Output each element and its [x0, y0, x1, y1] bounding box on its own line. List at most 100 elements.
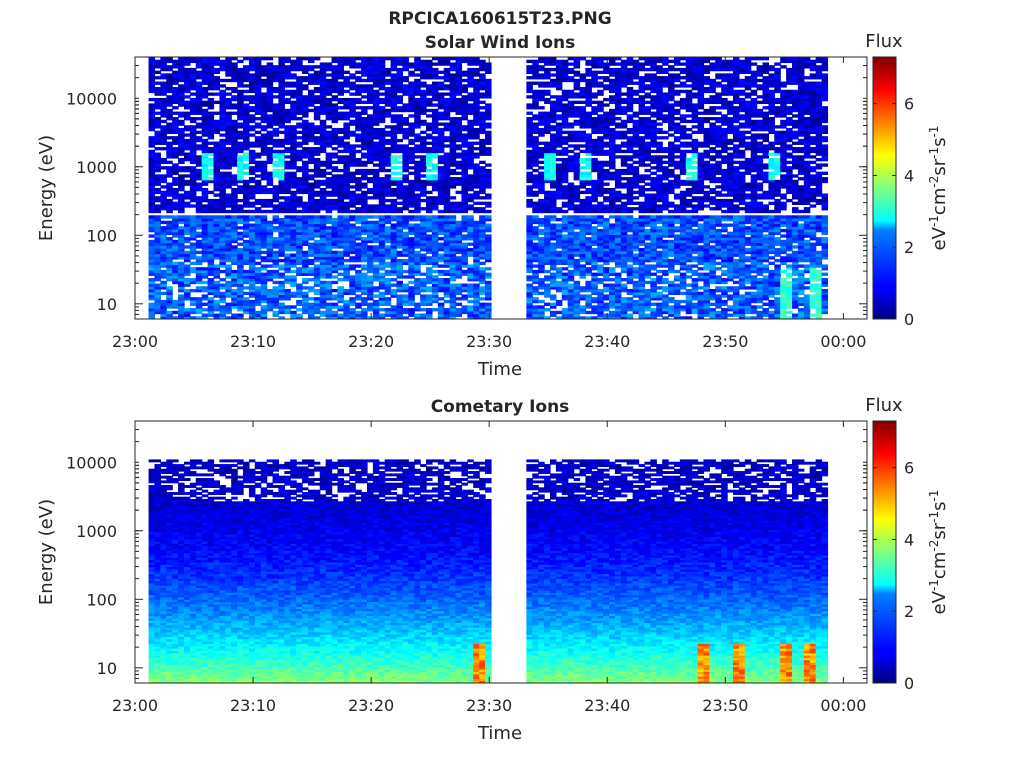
heatmap-cell	[302, 264, 309, 268]
heatmap-cell	[319, 182, 327, 186]
heatmap-cell	[550, 168, 557, 173]
heatmap-cell	[550, 302, 557, 306]
heatmap-cell	[296, 250, 303, 255]
heatmap-cell	[278, 171, 285, 175]
heatmap-cell	[172, 92, 179, 96]
heatmap-cell	[431, 297, 439, 301]
heatmap-cell	[567, 190, 575, 195]
heatmap-cell	[437, 269, 445, 274]
heatmap-cell	[443, 108, 451, 113]
heatmap-cell	[213, 179, 221, 184]
heatmap-cell	[243, 157, 250, 162]
heatmap-cell	[272, 261, 280, 266]
heatmap-cell	[550, 141, 557, 145]
heatmap-cell	[248, 97, 256, 102]
heatmap-cell	[384, 239, 392, 244]
heatmap-cell	[160, 264, 167, 268]
heatmap-cell	[307, 272, 315, 276]
heatmap-cell	[207, 220, 215, 225]
heatmap-cell	[248, 201, 256, 205]
heatmap-cell	[231, 198, 238, 203]
heatmap-cell	[290, 117, 297, 121]
heatmap-cell	[307, 168, 315, 173]
heatmap-cell	[337, 228, 344, 233]
heatmap-cell	[526, 157, 533, 162]
heatmap-cell	[337, 226, 344, 230]
heatmap-cell	[325, 209, 333, 214]
heatmap-cell	[390, 149, 398, 154]
heatmap-cell	[355, 275, 362, 279]
heatmap-cell	[248, 108, 256, 113]
heatmap-cell	[319, 92, 327, 96]
heatmap-cell	[237, 272, 244, 276]
heatmap-cell	[213, 76, 221, 80]
heatmap-cell	[431, 127, 439, 132]
heatmap-cell	[302, 278, 309, 282]
heatmap-cell	[313, 193, 321, 197]
heatmap-cell	[272, 297, 280, 301]
heatmap-cell	[479, 215, 486, 219]
heatmap-cell	[408, 84, 415, 88]
heatmap-cell	[290, 171, 297, 175]
heatmap-cell	[337, 87, 344, 91]
heatmap-cell	[254, 84, 262, 88]
heatmap-cell	[195, 299, 203, 304]
heatmap-cell	[485, 168, 492, 173]
heatmap-cell	[479, 179, 486, 184]
heatmap-cell	[443, 272, 451, 276]
heatmap-cell	[355, 157, 362, 162]
heatmap-cell	[248, 73, 256, 77]
heatmap-cell	[290, 100, 297, 104]
heatmap-cell	[431, 239, 439, 244]
heatmap-cell	[420, 253, 427, 257]
heatmap-cell	[307, 261, 315, 266]
heatmap-cell	[260, 283, 268, 287]
heatmap-cell	[402, 157, 409, 162]
heatmap-cell	[243, 166, 250, 170]
heatmap-cell	[461, 100, 468, 104]
heatmap-cell	[561, 220, 569, 225]
heatmap-cell	[349, 100, 356, 104]
heatmap-cell	[408, 89, 415, 94]
heatmap-cell	[148, 234, 156, 238]
heatmap-cell	[426, 248, 433, 252]
heatmap-cell	[567, 310, 575, 315]
heatmap-cell	[290, 223, 297, 227]
heatmap-cell	[408, 204, 415, 208]
heatmap-cell	[219, 125, 226, 129]
heatmap-cell	[437, 147, 445, 151]
heatmap-cell	[420, 297, 427, 301]
heatmap-cell	[384, 299, 392, 304]
heatmap-cell	[372, 215, 380, 219]
heatmap-cell	[178, 313, 185, 317]
heatmap-cell	[479, 122, 486, 126]
heatmap-cell	[455, 207, 463, 211]
heatmap-cell	[313, 168, 321, 173]
heatmap-cell	[148, 182, 156, 186]
heatmap-cell	[461, 226, 468, 230]
heatmap-cell	[266, 182, 274, 186]
heatmap-cell	[337, 193, 344, 197]
heatmap-cell	[266, 220, 274, 225]
heatmap-cell	[372, 78, 380, 83]
heatmap-cell	[231, 182, 238, 186]
heatmap-cell	[538, 119, 545, 124]
heatmap-cell	[473, 294, 480, 298]
heatmap-cell	[532, 226, 539, 230]
heatmap-cell	[278, 258, 285, 263]
heatmap-cell	[378, 182, 386, 186]
heatmap-cell	[532, 228, 539, 233]
heatmap-cell	[408, 171, 415, 175]
heatmap-cell	[237, 261, 244, 266]
heatmap-cell	[201, 215, 209, 219]
heatmap-cell	[266, 177, 274, 181]
heatmap-cell	[166, 152, 173, 156]
heatmap-cell	[266, 84, 274, 88]
heatmap-cell	[313, 220, 321, 225]
heatmap-cell	[526, 248, 533, 252]
heatmap-cell	[296, 59, 303, 64]
heatmap-cell	[561, 166, 569, 170]
heatmap-cell	[361, 147, 368, 151]
heatmap-cell	[213, 308, 221, 312]
heatmap-cell	[561, 168, 569, 173]
